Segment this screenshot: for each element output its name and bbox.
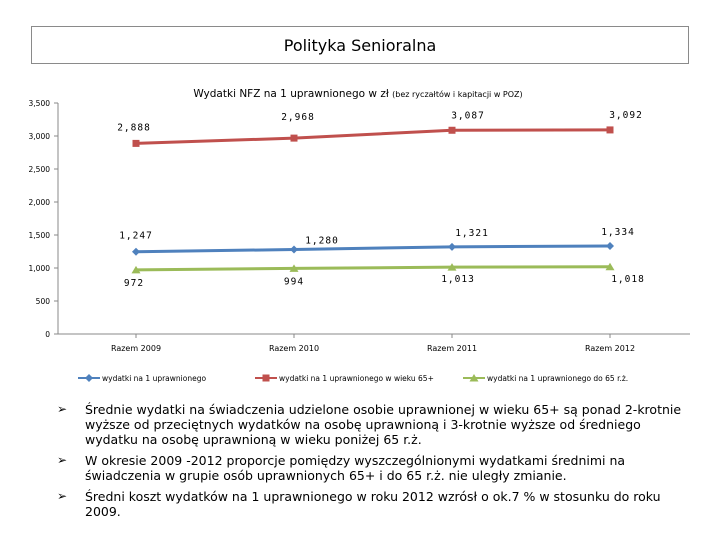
bullet-text: W okresie 2009 -2012 proporcje pomiędzy …	[85, 453, 626, 483]
legend-item: wydatki na 1 uprawnionego do 65 r.ż.	[463, 374, 628, 383]
data-label: 3,087	[451, 110, 485, 121]
series-line	[135, 244, 611, 254]
legend-swatch-marker	[469, 374, 479, 382]
data-point-marker	[131, 265, 141, 274]
y-tick-label: 2,500	[29, 165, 51, 174]
y-tick-label: 3,000	[29, 132, 51, 141]
arrow-bullet-icon: ➢	[57, 402, 68, 416]
series-line	[135, 128, 611, 145]
data-point-marker	[290, 134, 298, 142]
legend-swatch-marker	[262, 374, 270, 382]
x-tick-label: Razem 2010	[269, 344, 319, 353]
bullet-item: ➢ Średnie wydatki na świadczenia udzielo…	[57, 402, 697, 447]
data-point-marker	[606, 241, 614, 250]
data-point-marker	[447, 263, 457, 271]
data-point-marker	[606, 126, 614, 134]
data-point-marker	[448, 242, 456, 251]
chart-axes: 0 500 1,000 1,500 2,000 2,500 3,000 3,500 Razem …	[29, 99, 690, 353]
chart-legend: wydatki na 1 uprawnionego wydatki na 1 up…	[78, 374, 628, 383]
data-point-marker	[132, 247, 140, 256]
arrow-bullet-icon: ➢	[57, 489, 68, 503]
legend-label: wydatki na 1 uprawnionego w wieku 65+	[279, 374, 434, 383]
series-group	[132, 126, 614, 147]
bullet-item: ➢ Średni koszt wydatków na 1 uprawnioneg…	[57, 489, 697, 519]
chart-series-lines	[131, 126, 615, 274]
slide-title-text: Polityka Senioralna	[283, 36, 437, 55]
data-label: 1,247	[119, 231, 153, 242]
data-label: 1,013	[441, 274, 475, 285]
x-tick-label: Razem 2011	[427, 344, 477, 353]
data-label: 2,968	[281, 112, 315, 123]
chart-title-note: (bez ryczałtów i kapitacji w POZ)	[392, 89, 522, 99]
data-label: 1,018	[611, 274, 645, 285]
slide-title: Polityka Senioralna	[31, 26, 689, 64]
legend-swatch-marker	[85, 374, 93, 382]
chart-data-labels: 1,247 1,280 1,321 1,334 2,888 2,968 3,087 3,092…	[117, 110, 645, 289]
data-label: 1,280	[305, 236, 339, 247]
y-tick-label: 2,000	[29, 198, 51, 207]
legend-item: wydatki na 1 uprawnionego	[78, 374, 206, 383]
data-label: 972	[124, 278, 144, 289]
legend-label: wydatki na 1 uprawnionego do 65 r.ż.	[487, 374, 628, 383]
data-label: 3,092	[609, 110, 643, 121]
bullet-list: ➢ Średnie wydatki na świadczenia udzielo…	[57, 402, 697, 525]
series-group	[131, 262, 615, 274]
line-chart: Wydatki NFZ na 1 uprawnionego w zł (bez …	[29, 88, 690, 383]
legend-item: wydatki na 1 uprawnionego w wieku 65+	[255, 374, 434, 383]
x-tick-label: Razem 2009	[111, 344, 161, 353]
data-label: 1,334	[601, 227, 635, 238]
y-tick-label: 1,000	[29, 264, 51, 273]
data-label: 1,321	[455, 228, 489, 239]
data-label: 994	[284, 276, 304, 287]
data-point-marker	[448, 126, 456, 134]
bullet-text: Średnie wydatki na świadczenia udzielone…	[85, 402, 682, 447]
chart-title-main: Wydatki NFZ na 1 uprawnionego w zł	[193, 88, 388, 100]
y-tick-label: 0	[45, 330, 50, 339]
data-point-marker	[605, 262, 615, 271]
x-tick-label: Razem 2012	[585, 344, 635, 353]
series-group	[132, 241, 614, 256]
data-point-marker	[132, 139, 140, 147]
y-tick-label: 3,500	[29, 99, 51, 108]
arrow-bullet-icon: ➢	[57, 453, 68, 467]
data-point-marker	[290, 245, 298, 254]
data-point-marker	[289, 264, 299, 272]
legend-label: wydatki na 1 uprawnionego	[102, 374, 206, 383]
series-line	[135, 265, 611, 272]
data-label: 2,888	[117, 122, 151, 133]
y-tick-label: 500	[36, 297, 51, 306]
bullet-item: ➢ W okresie 2009 -2012 proporcje pomiędz…	[57, 453, 697, 483]
chart-title: Wydatki NFZ na 1 uprawnionego w zł (bez …	[193, 88, 522, 100]
y-tick-label: 1,500	[29, 231, 51, 240]
bullet-text: Średni koszt wydatków na 1 uprawnionego …	[85, 489, 661, 519]
